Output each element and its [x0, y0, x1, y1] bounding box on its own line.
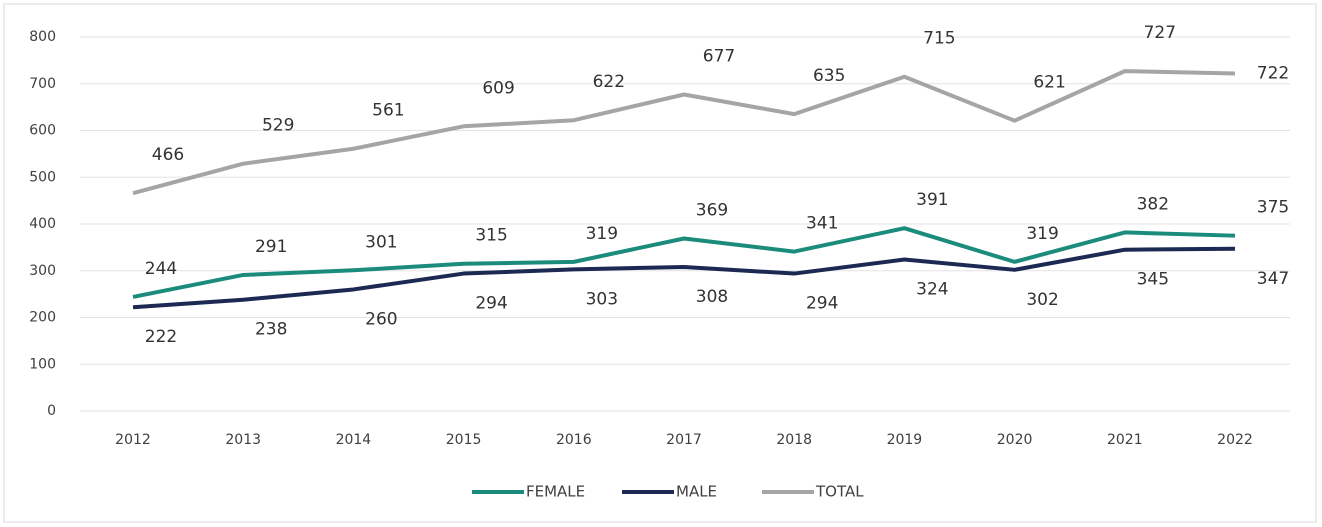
x-tick-label: 2018	[776, 432, 812, 448]
data-label: 303	[586, 289, 618, 309]
data-label: 722	[1257, 63, 1289, 83]
data-label: 715	[923, 29, 955, 49]
y-tick-label: 600	[29, 123, 56, 139]
x-tick-label: 2016	[556, 432, 592, 448]
data-label: 341	[806, 214, 838, 234]
data-label: 391	[916, 190, 948, 210]
legend-label: FEMALE	[526, 483, 585, 501]
x-tick-label: 2017	[666, 432, 702, 448]
y-tick-label: 500	[29, 169, 56, 185]
data-label: 260	[365, 309, 397, 329]
y-tick-label: 700	[29, 76, 56, 92]
data-label: 324	[916, 280, 948, 300]
line-series	[132, 226, 1236, 299]
data-label: 302	[1026, 290, 1058, 310]
data-label: 222	[145, 327, 177, 347]
x-tick-label: 2021	[1107, 432, 1143, 448]
data-label: 622	[593, 72, 625, 92]
data-label: 319	[1026, 224, 1058, 244]
legend-label: MALE	[676, 483, 717, 501]
data-label: 621	[1033, 73, 1065, 93]
line-series	[132, 246, 1236, 310]
data-label: 635	[813, 66, 845, 86]
data-label: 466	[152, 145, 184, 165]
data-label: 301	[365, 232, 397, 252]
y-tick-label: 800	[29, 29, 56, 45]
y-tick-label: 200	[29, 310, 56, 326]
y-tick-label: 100	[29, 356, 56, 372]
data-label: 727	[1144, 23, 1176, 43]
x-tick-label: 2012	[115, 432, 151, 448]
data-label: 294	[806, 294, 838, 314]
x-tick-label: 2015	[446, 432, 482, 448]
x-tick-label: 2020	[997, 432, 1033, 448]
data-label: 369	[696, 200, 728, 220]
legend-label: TOTAL	[815, 483, 864, 501]
data-label: 244	[145, 259, 177, 279]
data-label: 561	[372, 101, 404, 121]
data-label: 375	[1257, 198, 1289, 218]
x-tick-label: 2019	[887, 432, 923, 448]
line-series	[132, 69, 1236, 196]
y-tick-label: 300	[29, 263, 56, 279]
data-label: 319	[586, 224, 618, 244]
x-tick-label: 2013	[225, 432, 261, 448]
data-label: 609	[482, 78, 514, 98]
y-tick-label: 400	[29, 216, 56, 232]
data-label: 308	[696, 287, 728, 307]
data-label: 345	[1137, 270, 1169, 290]
data-label: 315	[475, 226, 507, 246]
x-tick-label: 2014	[336, 432, 372, 448]
data-label: 347	[1257, 269, 1289, 289]
y-tick-label: 0	[47, 403, 56, 419]
data-label: 677	[703, 47, 735, 67]
data-label: 238	[255, 320, 287, 340]
chart-border	[3, 3, 1317, 523]
data-label: 382	[1137, 194, 1169, 214]
data-label: 529	[262, 116, 294, 136]
data-label: 291	[255, 237, 287, 257]
data-label: 294	[475, 294, 507, 314]
x-tick-label: 2022	[1217, 432, 1253, 448]
